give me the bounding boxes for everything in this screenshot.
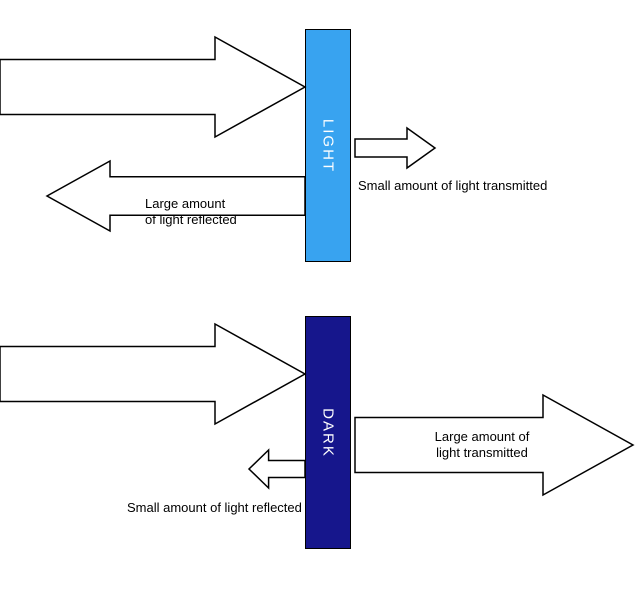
- barrier-light: LIGHT: [305, 29, 351, 262]
- arrow-bottom-incident: [0, 324, 305, 424]
- barrier-dark-label: DARK: [320, 408, 337, 458]
- barrier-dark: DARK: [305, 316, 351, 549]
- arrow-top-transmitted-label: Small amount of light transmitted: [358, 178, 547, 194]
- arrow-top-transmitted: [355, 128, 435, 168]
- arrow-bottom-reflected-label: Small amount of light reflected: [127, 500, 302, 516]
- barrier-light-label: LIGHT: [320, 118, 337, 172]
- arrow-bottom-reflected: [249, 450, 305, 488]
- arrow-top-incident: [0, 37, 305, 137]
- arrow-top-reflected-label: Large amount of light reflected: [145, 196, 237, 229]
- diagram-stage: LIGHT Large amount of light reflected Sm…: [0, 0, 640, 593]
- arrow-bottom-transmitted-label: Large amount of light transmitted: [435, 429, 530, 462]
